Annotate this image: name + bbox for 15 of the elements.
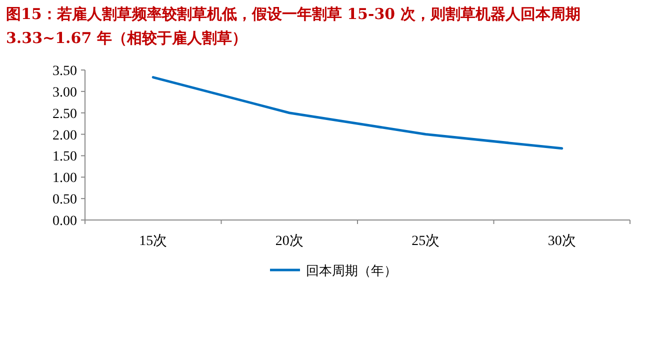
title: 图15：若雇人割草频率较割草机低，假设一年割草 15-30 次，则割草机器人回本周期 3.33~1.67 年（相较于雇人割草） [6,4,582,49]
y-tick-label: 3.00 [52,85,77,100]
x-tick-label: 25次 [412,233,440,249]
y-tick-label: 1.00 [52,171,77,186]
y-tick-label: 1.50 [52,150,77,165]
x-tick-label: 30次 [548,233,576,249]
x-tick-label: 15次 [139,233,168,249]
y-tick-label: 2.00 [52,128,77,144]
legend-label: 回本周期（年） [306,264,397,279]
y-tick-label: 0.00 [52,214,77,229]
y-tick-label: 3.50 [52,64,77,79]
y-tick-label: 0.50 [52,192,77,208]
legend: 回本周期（年） [270,264,397,279]
x-tick-label: 20次 [275,233,304,249]
y-tick-label: 2.50 [52,106,77,122]
